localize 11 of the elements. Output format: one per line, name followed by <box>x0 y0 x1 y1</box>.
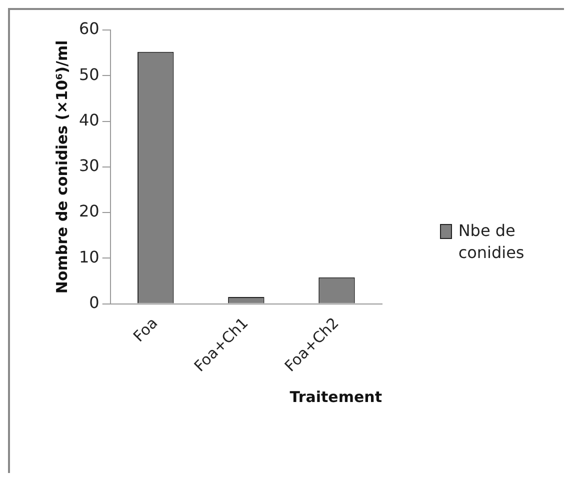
y-tick-label: 50 <box>79 64 100 84</box>
y-axis-title: Nombre de conidies (×10⁶)/ml <box>52 40 71 294</box>
x-axis-title: Traitement <box>290 388 382 406</box>
y-tick-label: 10 <box>79 247 100 266</box>
y-tick-label: 60 <box>79 19 100 38</box>
legend-label: Nbe de conidies <box>458 220 526 264</box>
y-tick-label: 0 <box>89 292 100 312</box>
y-tick-label: 40 <box>79 110 100 130</box>
y-tick-label: 30 <box>79 156 100 176</box>
y-tick-label: 20 <box>79 202 100 221</box>
x-tick-label: Foa <box>130 314 162 346</box>
